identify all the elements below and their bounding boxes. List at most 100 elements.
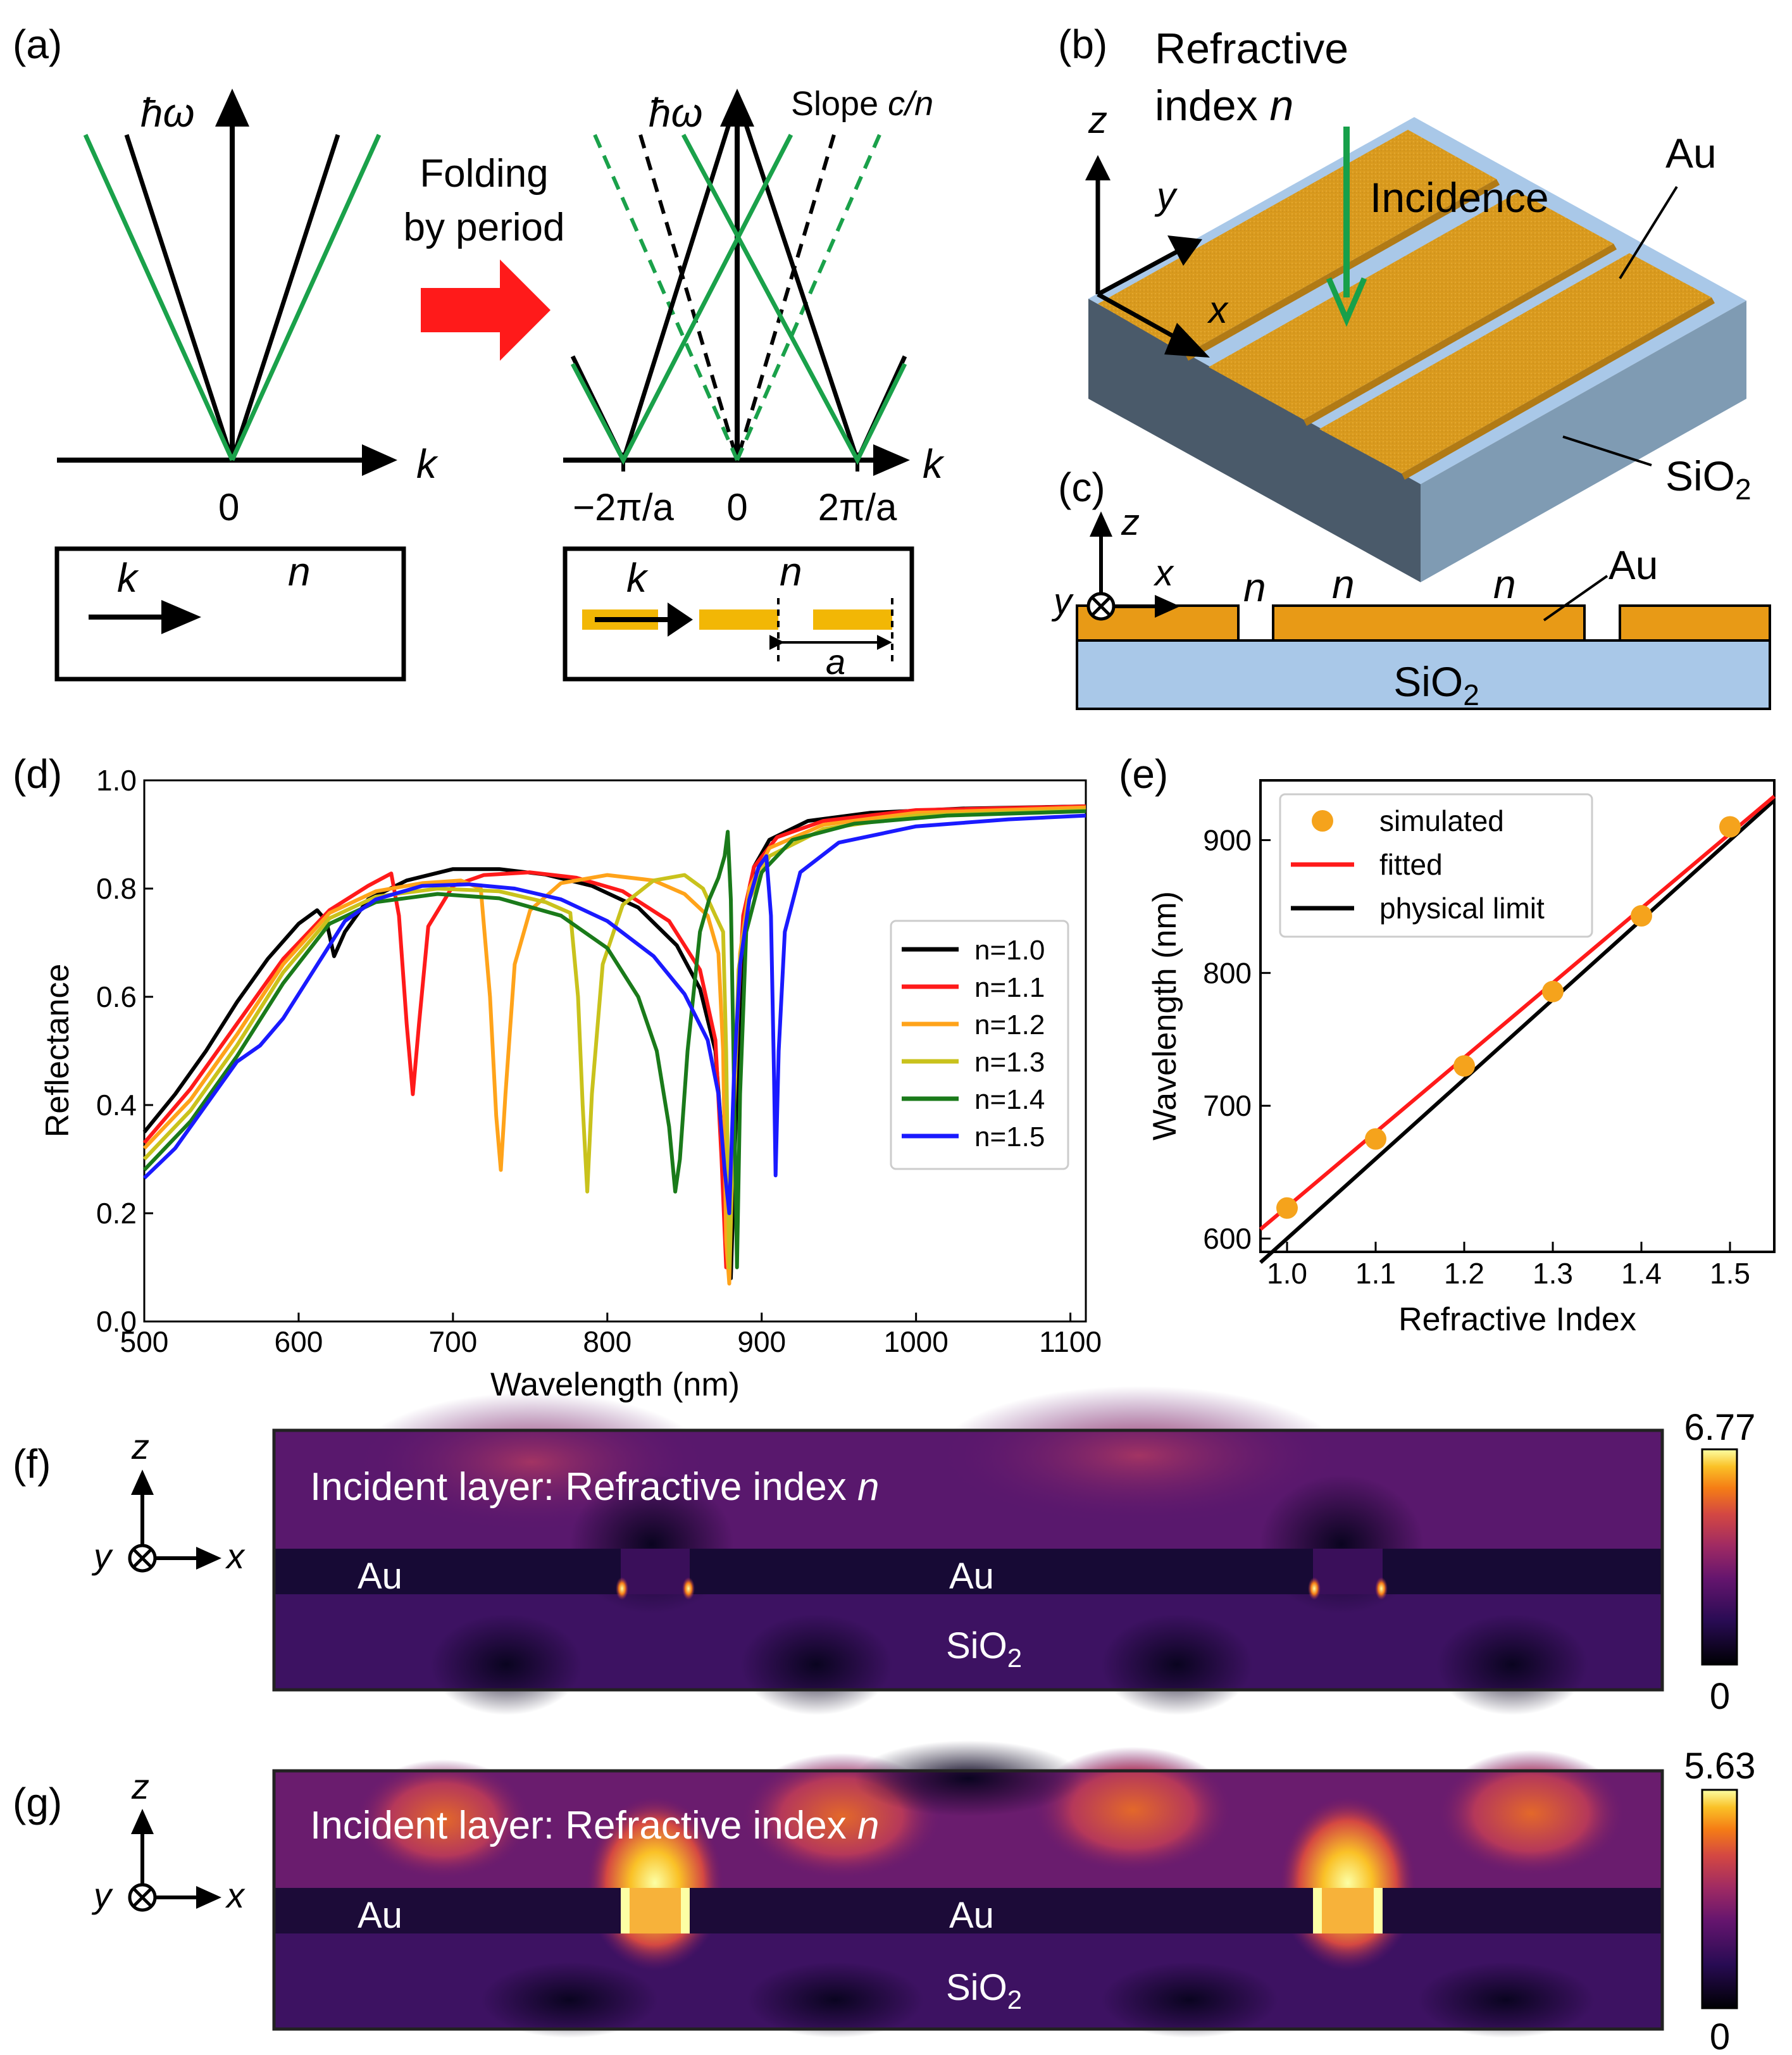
f-x-label: x — [225, 1536, 246, 1576]
e-legend-box — [1279, 793, 1593, 938]
d-ytick-label: 0.6 — [96, 980, 137, 1013]
d-ytick-label: 0.0 — [96, 1305, 137, 1338]
e-simulated-point — [1631, 905, 1652, 927]
f-hotspot-2 — [682, 1577, 695, 1600]
ri-line1: Refractive — [1155, 25, 1348, 73]
f-dark-node-6 — [1436, 1614, 1588, 1715]
d-ytick-label: 1.0 — [96, 764, 137, 797]
f-au-strip-1 — [274, 1549, 621, 1594]
red-right-arrow — [421, 259, 551, 361]
g-x-label: x — [225, 1875, 246, 1915]
b-z-label: z — [1088, 99, 1107, 141]
folding-arrow-group: Folding by period — [403, 152, 565, 361]
g-dark-bottom-2 — [747, 1962, 924, 2038]
dashed-green-left — [593, 134, 739, 461]
box-k-label-right: k — [626, 555, 649, 601]
e-ticks: 1.0 1.1 1.2 1.3 1.4 1.5 600 700 800 900 — [1203, 823, 1750, 1290]
f-hotspot-4 — [1375, 1577, 1388, 1600]
zero-label-left: 0 — [218, 486, 239, 528]
g-au-left-label: Au — [358, 1895, 402, 1936]
tick-zero-label: 0 — [726, 486, 747, 528]
e-legend-label: physical limit — [1379, 892, 1545, 925]
e-simulated-point — [1719, 816, 1741, 838]
d-xtick-label: 1000 — [884, 1325, 949, 1358]
c-au-strip-3 — [1619, 604, 1771, 642]
period-label: a — [826, 642, 845, 682]
incidence-label: Incidence — [1370, 174, 1549, 221]
au-strip-1-edge — [1185, 179, 1500, 361]
light-line-black-right — [230, 134, 340, 461]
g-colorbar — [1701, 1789, 1738, 2009]
panel-c: (c) SiO2 n n n Au z x y — [1051, 465, 1771, 711]
panel-c-label: (c) — [1058, 465, 1105, 510]
f-au-strip-3 — [1383, 1549, 1662, 1594]
b-y-axis — [1097, 247, 1181, 297]
panel-b: (b) Refractive index n Incidence z y x A… — [1058, 22, 1752, 582]
g-z-arrowhead — [131, 1809, 154, 1834]
f-dark-node-4 — [740, 1614, 892, 1715]
g-gap-glow-2 — [1278, 1794, 1417, 1971]
c-x-label: x — [1153, 553, 1174, 594]
dispersion-folded: ħω Slope c/n k −2π/a 0 2π/a — [563, 85, 945, 528]
box-n-label: n — [288, 549, 311, 594]
light-line-green-left — [83, 134, 235, 461]
g-gap-1-edge-r — [681, 1888, 690, 1933]
d-legend: n=1.0 n=1.1 n=1.2 n=1.3 n=1.4 n=1.5 — [890, 920, 1069, 1170]
f-field-map — [272, 1386, 1664, 1715]
e-simulated-point — [1453, 1055, 1475, 1077]
f-au-mid-label: Au — [949, 1556, 994, 1597]
f-y-cross — [133, 1549, 152, 1568]
slab-front-face — [1088, 299, 1421, 582]
e-fitted-line — [1259, 794, 1776, 1231]
g-gap-2-edge-l — [1313, 1888, 1322, 1933]
f-pink-lobe-2 — [936, 1386, 1341, 1525]
d-legend-label: n=1.1 — [974, 972, 1045, 1003]
g-au-strip-2 — [690, 1888, 1313, 1933]
e-legend-simulated-marker — [1312, 810, 1333, 832]
folding-text-line2: by period — [403, 206, 564, 249]
c-z-label: z — [1121, 502, 1140, 543]
d-ytick-label: 0.4 — [96, 1089, 137, 1121]
f-title-n: n — [857, 1465, 879, 1509]
slab-right-face — [1421, 301, 1746, 582]
c-sio2-substrate — [1076, 639, 1771, 710]
f-au-strip-2 — [690, 1549, 1313, 1594]
g-title-n: n — [857, 1804, 879, 1847]
d-legend-box — [890, 920, 1069, 1170]
e-simulated-point — [1276, 1197, 1298, 1219]
f-y-label: y — [91, 1536, 113, 1576]
panel-d: (d) 500 600 700 800 900 1000 1100 0.0 0.2 0.4 0.6 0… — [13, 751, 1102, 1403]
dashed-black-left — [638, 134, 739, 461]
incidence-arrowhead — [1326, 277, 1367, 327]
d-xtick-label: 500 — [120, 1325, 169, 1358]
b-sio2-sub: 2 — [1735, 473, 1752, 506]
e-series — [1259, 794, 1776, 1265]
d-xtick-label: 800 — [583, 1325, 632, 1358]
e-plot-frame — [1259, 779, 1776, 1253]
f-hotspot-3 — [1308, 1577, 1321, 1600]
c-x-arrowhead — [1155, 595, 1180, 618]
e-xtick-label: 1.5 — [1710, 1257, 1750, 1290]
e-xtick-label: 1.0 — [1267, 1257, 1307, 1290]
ri-prefix: index — [1155, 82, 1269, 130]
f-gap-1 — [621, 1549, 690, 1594]
ri-line2: index n — [1155, 82, 1293, 130]
panel-g: (g) Incident layer — [13, 1740, 1755, 2055]
b-x-arrowhead — [1164, 323, 1210, 358]
f-dark-node-3 — [430, 1614, 582, 1715]
d-legend-label: n=1.0 — [974, 935, 1045, 966]
panel-d-label: (d) — [13, 751, 62, 797]
f-hotspot-1 — [616, 1577, 628, 1600]
au-strip-2-edge — [1304, 244, 1617, 426]
b-x-axis — [1097, 292, 1185, 344]
panel-g-label: (g) — [13, 1780, 62, 1825]
au-strip-1 — [1098, 130, 1496, 354]
f-title-text: Incident layer: Refractive index — [310, 1465, 857, 1509]
f-title: Incident layer: Refractive index n — [310, 1465, 879, 1509]
d-xtick-label: 1100 — [1039, 1325, 1102, 1358]
g-dark-bottom-4 — [1417, 1962, 1595, 2038]
au-strip-3-edge — [1402, 297, 1715, 480]
f-sio2-text: SiO — [946, 1625, 1007, 1666]
g-title: Incident layer: Refractive index n — [310, 1804, 879, 1847]
au-strip-3 — [1319, 253, 1712, 473]
